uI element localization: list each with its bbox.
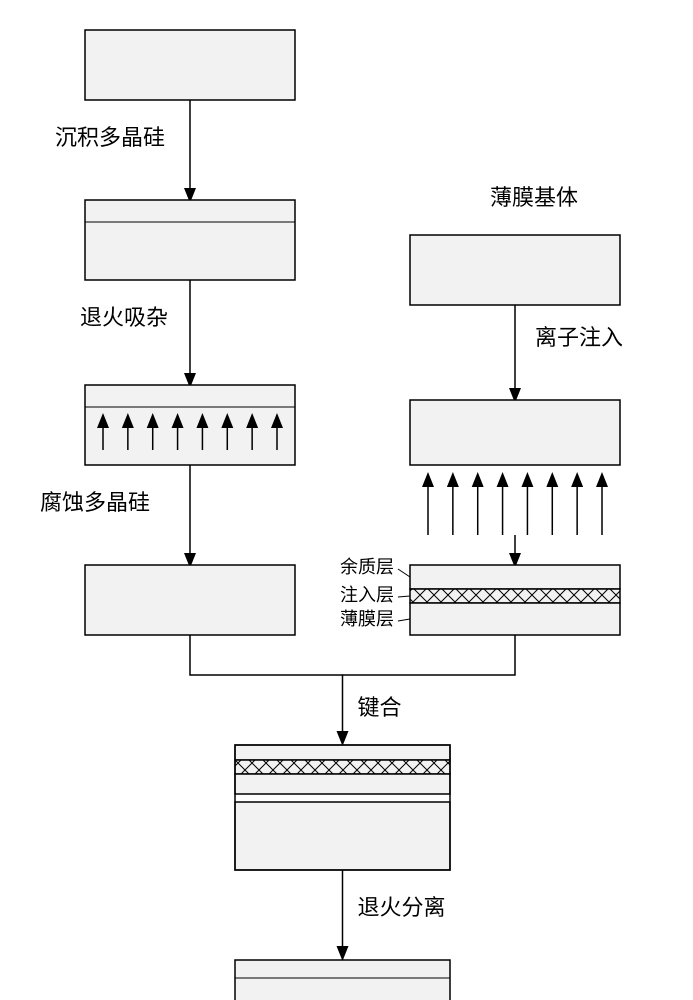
left-box-4 [85,565,295,635]
label-anneal-sep: 退火分离 [358,895,446,920]
label-bonding: 键合 [358,695,402,720]
bonded-film [235,745,450,760]
left-box-3 [85,385,295,465]
label-etch-poly: 腐蚀多晶硅 [40,490,150,515]
arrow-merge-right [343,635,516,675]
label-ion-implant: 离子注入 [535,325,623,350]
bonded-substrate [235,802,450,870]
label-anneal-getter: 退火吸杂 [80,305,168,330]
residual-layer [410,565,620,589]
final-box [235,960,450,1000]
label-film-substrate: 薄膜基体 [490,185,578,210]
left-box-1 [85,30,295,100]
bonded-implant [235,760,450,774]
film-layer [410,603,620,635]
bonded-residual [235,774,450,794]
left-box-2 [85,200,295,280]
arrow-merge-left [190,635,343,743]
label-implant: 注入层 [340,585,394,605]
label-film: 薄膜层 [340,609,394,629]
label-deposit-poly: 沉积多晶硅 [55,125,165,150]
right-box-1 [410,235,620,305]
implant-layer [410,589,620,603]
right-box-2 [410,400,620,465]
label-residual: 余质层 [340,557,394,577]
